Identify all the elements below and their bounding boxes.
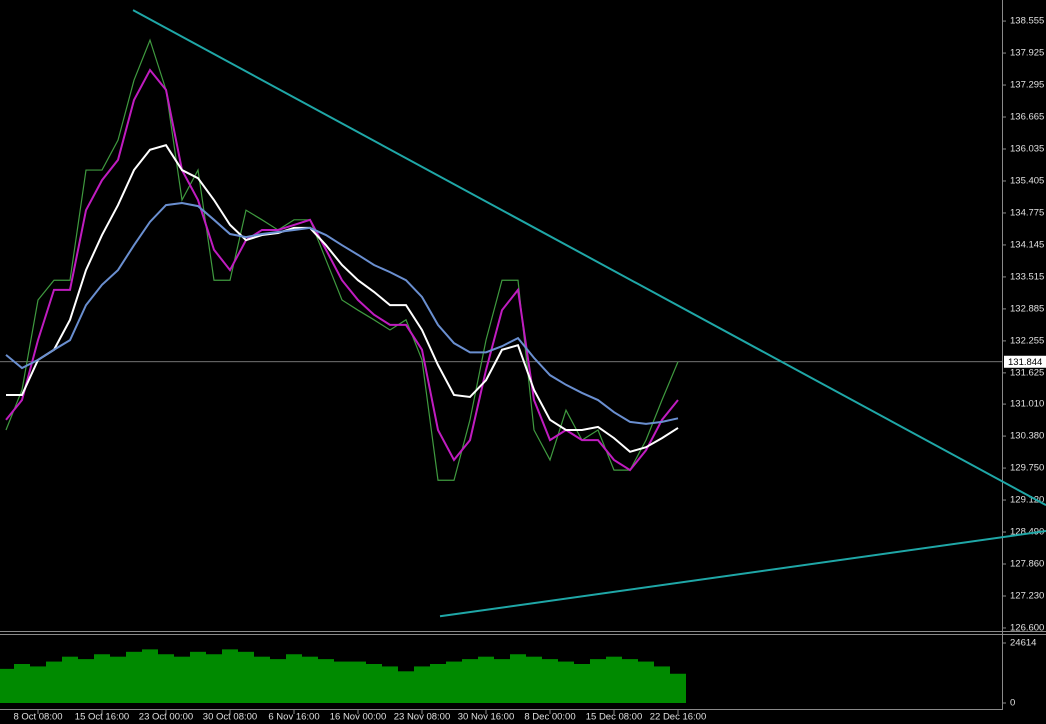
x-tick-label: 30 Oct 08:00 — [203, 712, 257, 723]
x-tick-label: 23 Oct 00:00 — [139, 712, 193, 723]
volume-bar — [350, 661, 366, 703]
volume-bar — [366, 663, 382, 703]
volume-bar — [78, 659, 94, 703]
y-tick-label: 24614 — [1010, 638, 1036, 649]
volume-bar — [622, 659, 638, 703]
volume-bar — [62, 656, 78, 703]
y-tick-label: 131.010 — [1010, 399, 1044, 410]
volume-bar — [478, 656, 494, 703]
volume-bar — [654, 666, 670, 703]
y-tick-label: 126.600 — [1010, 622, 1044, 633]
trendline — [132, 9, 1046, 506]
y-tick-label: 0 — [1010, 698, 1015, 709]
volume-bar — [142, 649, 158, 703]
x-tick-label: 23 Nov 08:00 — [394, 712, 451, 723]
volume-bar — [382, 666, 398, 703]
volume-bar — [510, 654, 526, 703]
y-tick-label: 133.515 — [1010, 271, 1044, 282]
x-tick-label: 6 Nov 16:00 — [268, 712, 319, 723]
volume-bar — [590, 659, 606, 703]
y-tick-label: 132.255 — [1010, 335, 1044, 346]
y-tick-label: 131.625 — [1010, 367, 1044, 378]
y-tick-label: 129.120 — [1010, 495, 1044, 506]
y-tick-label: 127.230 — [1010, 591, 1044, 602]
y-tick-label: 135.405 — [1010, 175, 1044, 186]
volume-bar — [46, 661, 62, 703]
moving-average — [5, 202, 679, 425]
x-tick-label: 15 Oct 16:00 — [75, 712, 129, 723]
volume-bar — [526, 656, 542, 703]
x-tick-label: 16 Nov 00:00 — [330, 712, 387, 723]
volume-bar — [334, 661, 350, 703]
volume-bar — [0, 668, 14, 703]
x-tick-label: 22 Dec 16:00 — [650, 712, 707, 723]
volume-bar — [30, 666, 46, 703]
volume-bar — [94, 654, 110, 703]
y-tick-label: 136.665 — [1010, 112, 1044, 123]
moving-average — [6, 144, 679, 453]
volume-bar — [558, 661, 574, 703]
volume-bar — [286, 654, 302, 703]
y-tick-label: 128.490 — [1010, 527, 1044, 538]
last-price-label: 131.844 — [1008, 357, 1042, 368]
volume-bar — [430, 663, 446, 703]
volume-bar — [158, 654, 174, 703]
price-line — [5, 38, 679, 481]
volume-bar — [206, 654, 222, 703]
x-tick-label: 30 Nov 16:00 — [458, 712, 515, 723]
y-tick-label: 136.035 — [1010, 144, 1044, 155]
volume-bar — [318, 659, 334, 703]
volume-bar — [14, 663, 30, 703]
y-tick-label: 134.145 — [1010, 239, 1044, 250]
y-tick-label: 138.555 — [1010, 16, 1044, 27]
x-tick-label: 15 Dec 08:00 — [586, 712, 643, 723]
volume-bar — [574, 663, 590, 703]
volume-bar — [414, 666, 430, 703]
x-tick-label: 8 Dec 00:00 — [524, 712, 575, 723]
volume-bar — [670, 673, 686, 703]
y-tick-label: 127.860 — [1010, 559, 1044, 570]
volume-bar — [270, 659, 286, 703]
volume-bar — [606, 656, 622, 703]
y-tick-label: 137.925 — [1010, 48, 1044, 59]
y-tick-label: 130.380 — [1010, 431, 1044, 442]
volume-bar — [398, 671, 414, 703]
y-tick-label: 129.750 — [1010, 463, 1044, 474]
y-tick-label: 137.295 — [1010, 80, 1044, 91]
volume-bar — [126, 651, 142, 703]
trendline — [439, 530, 1046, 618]
volume-bar — [238, 651, 254, 703]
volume-bar — [638, 661, 654, 703]
y-tick-label: 134.775 — [1010, 207, 1044, 218]
volume-bar — [462, 659, 478, 703]
volume-bar — [222, 649, 238, 703]
volume-bar — [190, 651, 206, 703]
volume-bar — [446, 661, 462, 703]
volume-bar — [174, 656, 190, 703]
y-tick-label: 132.885 — [1010, 303, 1044, 314]
volume-bar — [302, 656, 318, 703]
volume-bar — [254, 656, 270, 703]
x-tick-label: 8 Oct 08:00 — [13, 712, 62, 723]
volume-bar — [542, 659, 558, 703]
last-price-box — [1004, 355, 1046, 368]
volume-bar — [110, 656, 126, 703]
volume-bar — [494, 659, 510, 703]
